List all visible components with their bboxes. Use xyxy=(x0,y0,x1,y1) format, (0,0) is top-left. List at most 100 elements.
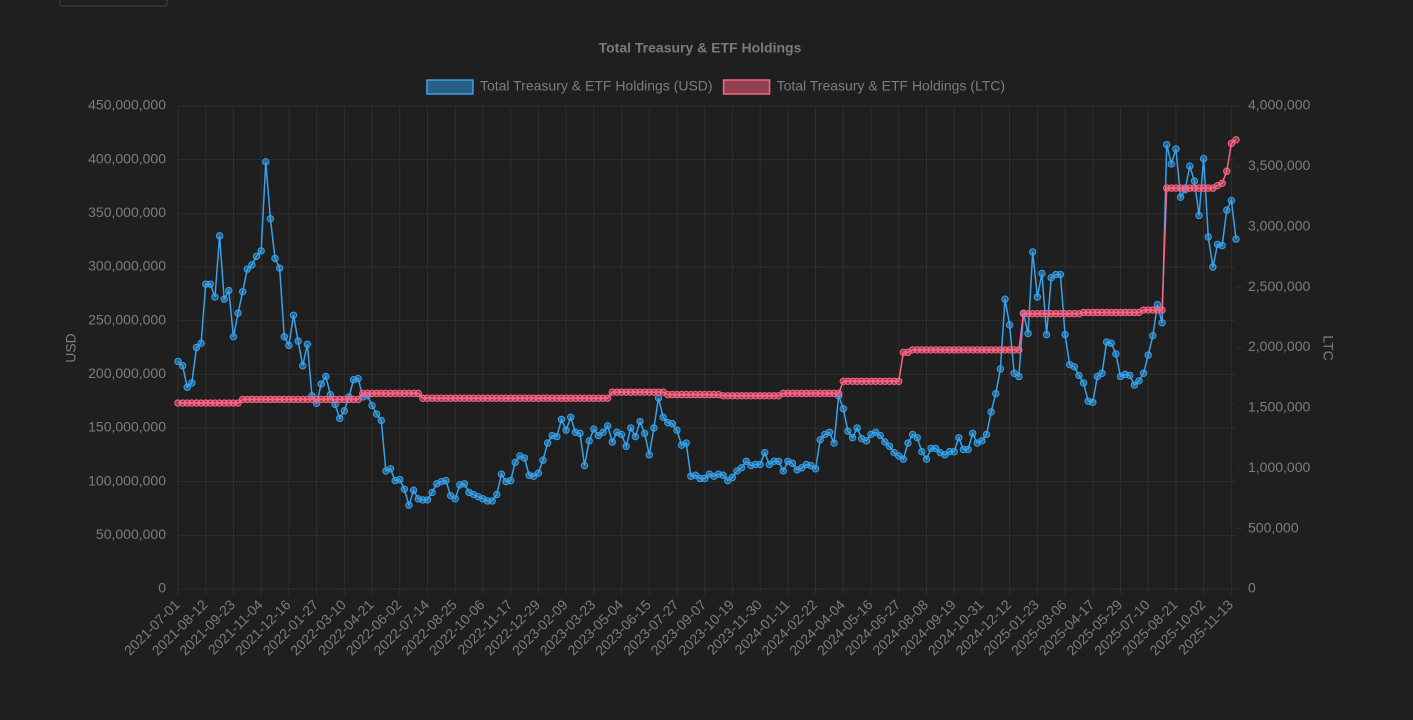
data-point xyxy=(673,426,681,434)
data-point xyxy=(904,439,912,447)
data-point xyxy=(289,311,298,319)
data-point xyxy=(1126,371,1134,380)
data-point xyxy=(211,293,219,301)
data-point xyxy=(520,454,529,462)
data-point xyxy=(294,337,302,345)
data-point xyxy=(603,422,612,430)
data-point xyxy=(1001,295,1009,303)
data-point xyxy=(659,413,667,421)
data-point xyxy=(1218,179,1226,187)
data-point xyxy=(1098,369,1106,377)
data-point xyxy=(728,473,737,482)
data-point xyxy=(1075,371,1083,380)
data-point xyxy=(848,433,857,442)
y2-tick-label: 1,500,000 xyxy=(1248,399,1310,415)
data-point xyxy=(451,495,459,503)
data-point xyxy=(1158,306,1166,314)
data-point xyxy=(428,488,436,497)
data-point xyxy=(918,447,926,456)
data-point xyxy=(243,265,252,273)
data-point xyxy=(844,427,852,435)
data-point xyxy=(608,438,616,446)
y-tick-label: 300,000,000 xyxy=(88,258,166,274)
data-point xyxy=(585,437,593,445)
y-tick-label: 400,000,000 xyxy=(88,150,166,166)
y-tick-label: 250,000,000 xyxy=(88,311,166,327)
data-point xyxy=(262,158,270,166)
data-point xyxy=(987,408,995,416)
data-point xyxy=(488,497,496,505)
data-point xyxy=(511,458,519,467)
legend-swatch xyxy=(722,79,771,95)
data-point xyxy=(978,437,986,445)
data-point xyxy=(816,436,824,444)
data-point xyxy=(830,439,838,447)
data-point xyxy=(557,415,566,424)
data-point xyxy=(238,287,247,296)
data-point xyxy=(622,442,630,450)
data-point xyxy=(881,438,889,446)
series-line xyxy=(177,144,1237,508)
data-point xyxy=(1042,330,1051,339)
chart-title: Total Treasury & ETF Holdings xyxy=(599,40,802,56)
data-point xyxy=(761,448,769,457)
data-point xyxy=(442,476,450,485)
data-point xyxy=(368,401,376,410)
data-point xyxy=(876,431,884,440)
data-point xyxy=(271,254,279,263)
data-point xyxy=(645,451,653,459)
data-point xyxy=(506,476,515,485)
data-point xyxy=(895,377,903,386)
data-point xyxy=(839,404,847,413)
data-point xyxy=(1190,177,1199,185)
data-point xyxy=(1130,381,1139,389)
data-point xyxy=(1089,398,1097,406)
data-point xyxy=(1135,377,1143,385)
y-axis-label: USD xyxy=(63,333,79,363)
y2-tick-label: 1,000,000 xyxy=(1248,459,1310,475)
data-point xyxy=(682,439,690,447)
y-tick-label: 50,000,000 xyxy=(96,526,166,542)
y-tick-label: 100,000,000 xyxy=(88,472,166,488)
data-point xyxy=(922,455,931,463)
data-point xyxy=(280,333,288,341)
data-point xyxy=(414,389,422,398)
data-point xyxy=(1079,379,1088,387)
data-point xyxy=(1223,206,1231,214)
data-point xyxy=(372,410,381,418)
data-point xyxy=(257,247,265,255)
y2-tick-label: 3,000,000 xyxy=(1248,217,1310,233)
data-point xyxy=(543,439,552,447)
data-point xyxy=(636,417,644,426)
data-point xyxy=(742,457,750,465)
data-point xyxy=(1227,196,1236,205)
legend: Total Treasury & ETF Holdings (USD) Total… xyxy=(426,78,1005,95)
data-point xyxy=(405,501,413,509)
data-point xyxy=(668,420,677,428)
data-point xyxy=(700,474,709,483)
series-line xyxy=(178,139,1237,404)
data-point xyxy=(913,433,921,442)
data-point xyxy=(1232,235,1240,243)
data-point xyxy=(1144,351,1152,359)
data-point xyxy=(1024,329,1032,338)
data-point xyxy=(336,414,344,423)
data-point xyxy=(220,295,228,303)
data-point xyxy=(899,455,908,463)
data-point xyxy=(197,339,205,347)
data-point xyxy=(497,470,506,478)
y-tick-label: 150,000,000 xyxy=(88,419,166,435)
data-point xyxy=(188,379,196,387)
data-point xyxy=(562,426,570,434)
data-point xyxy=(1056,270,1065,279)
data-point xyxy=(317,380,325,388)
data-point xyxy=(423,496,432,504)
data-point xyxy=(1149,331,1157,340)
data-point xyxy=(1232,136,1240,144)
data-point xyxy=(1162,140,1171,149)
data-point xyxy=(1061,330,1069,339)
data-point xyxy=(603,394,612,402)
dropdown-edge[interactable] xyxy=(59,0,168,7)
data-point xyxy=(174,357,182,366)
